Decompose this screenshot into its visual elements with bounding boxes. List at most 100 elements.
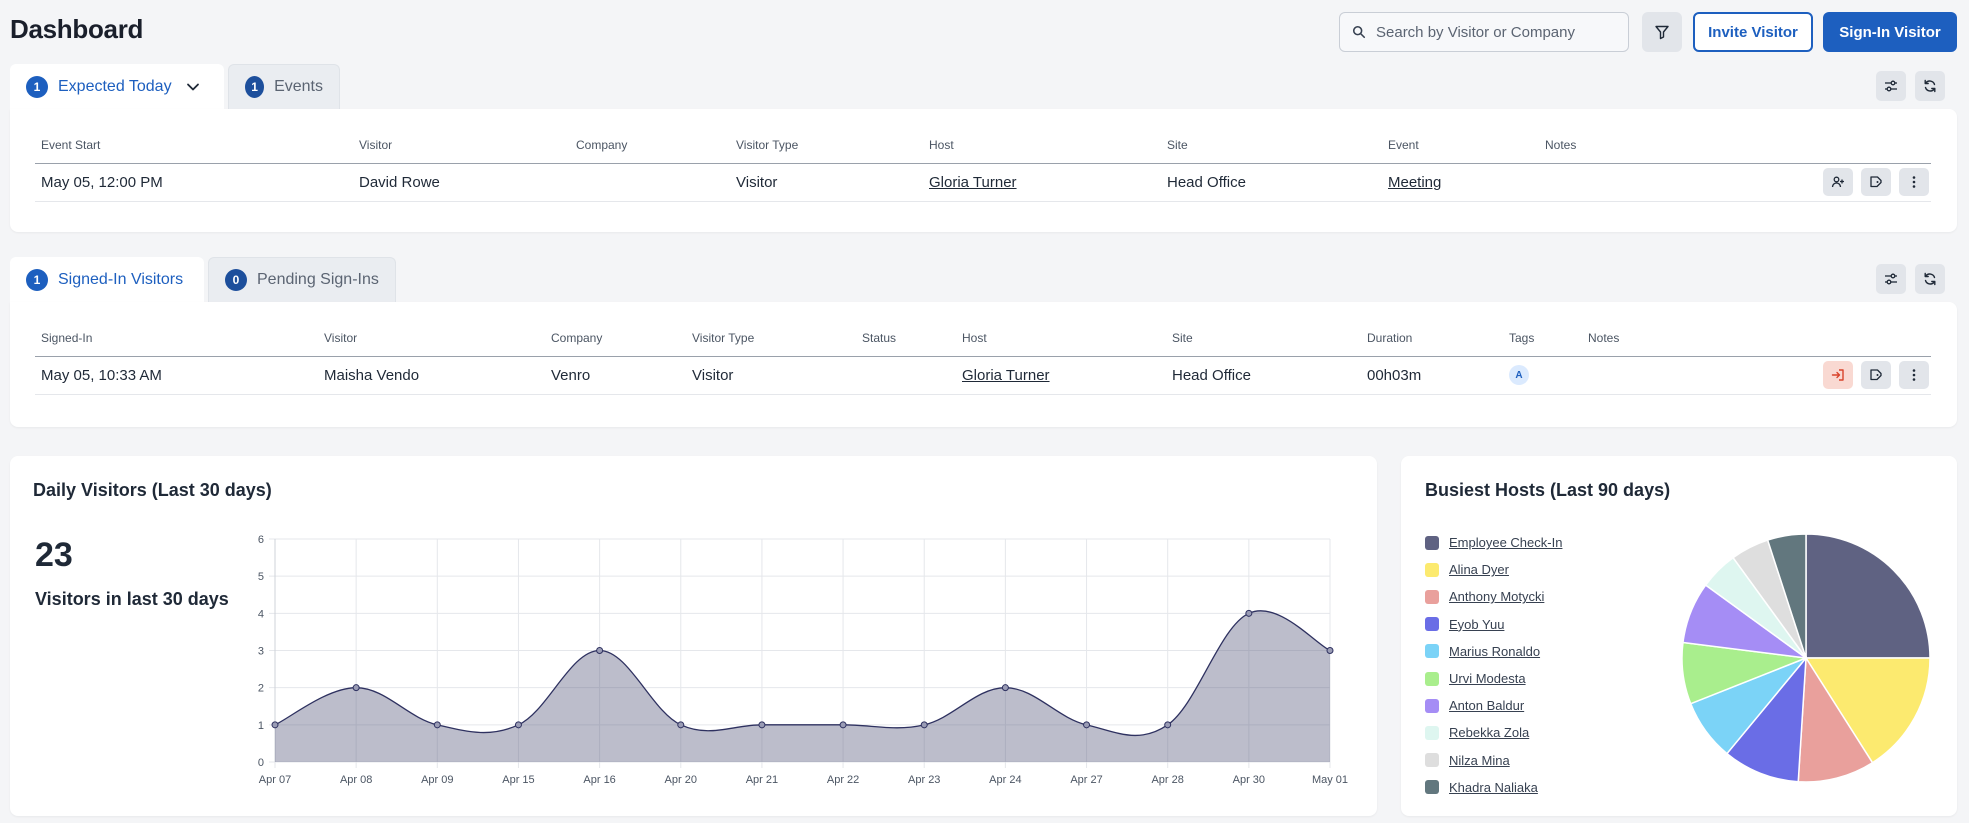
tab-expected-today[interactable]: 1 Expected Today bbox=[10, 64, 224, 109]
table-row[interactable]: May 05, 10:33 AM Maisha Vendo Venro Visi… bbox=[35, 356, 1931, 395]
notes-cell bbox=[1539, 163, 1739, 202]
more-options-button[interactable] bbox=[1899, 361, 1929, 389]
tab-events[interactable]: 1 Events bbox=[228, 64, 340, 109]
x-tick-label: Apr 23 bbox=[908, 774, 940, 786]
legend-item[interactable]: Employee Check-In bbox=[1425, 529, 1562, 556]
search-input[interactable] bbox=[1376, 23, 1616, 41]
pie-slice bbox=[1725, 655, 1807, 783]
filter-button[interactable] bbox=[1642, 12, 1682, 52]
legend-item[interactable]: Nilza Mina bbox=[1425, 747, 1562, 774]
column-header[interactable]: Company bbox=[570, 127, 730, 164]
top-bar: Dashboard Invite Visitor Sign-In Visitor bbox=[0, 0, 1969, 64]
column-header[interactable]: Visitor Type bbox=[730, 127, 923, 164]
legend-label[interactable]: Employee Check-In bbox=[1449, 535, 1563, 551]
tag-badge[interactable]: A bbox=[1509, 365, 1529, 386]
expected-panel: 1 Expected Today 1 Events Event Start Vi… bbox=[10, 64, 1957, 232]
search-box[interactable] bbox=[1339, 12, 1629, 52]
signed-in-table: Signed-In Visitor Company Visitor Type S… bbox=[35, 320, 1931, 395]
legend-item[interactable]: Urvi Modesta bbox=[1425, 665, 1562, 692]
legend-label[interactable]: Anthony Motycki bbox=[1449, 589, 1545, 605]
host-link[interactable]: Gloria Turner bbox=[962, 366, 1050, 384]
x-tick-label: Apr 24 bbox=[989, 774, 1021, 786]
refresh-button[interactable] bbox=[1915, 264, 1945, 294]
label-row-button[interactable] bbox=[1861, 361, 1891, 389]
company-cell bbox=[570, 163, 730, 202]
x-tick-label: Apr 20 bbox=[665, 774, 697, 786]
duration-cell: 00h03m bbox=[1361, 356, 1503, 395]
legend-item[interactable]: Khadra Naliaka bbox=[1425, 774, 1562, 801]
tab-label: Pending Sign-Ins bbox=[257, 271, 379, 288]
pie-slice bbox=[1766, 533, 1807, 659]
chevron-down-icon[interactable] bbox=[186, 80, 200, 94]
column-header[interactable]: Notes bbox=[1582, 320, 1762, 357]
legend-label[interactable]: Alina Dyer bbox=[1449, 562, 1509, 578]
legend-label[interactable]: Urvi Modesta bbox=[1449, 671, 1526, 687]
legend-item[interactable]: Eyob Yuu bbox=[1425, 611, 1562, 638]
invite-visitor-button[interactable]: Invite Visitor bbox=[1693, 12, 1813, 52]
tag-icon bbox=[1870, 176, 1882, 188]
column-header[interactable]: Visitor Type bbox=[686, 320, 856, 357]
column-header[interactable]: Visitor bbox=[318, 320, 545, 357]
legend-swatch bbox=[1425, 698, 1439, 713]
legend-label[interactable]: Marius Ronaldo bbox=[1449, 643, 1541, 659]
column-header[interactable]: Notes bbox=[1539, 127, 1739, 164]
expected-count-badge: 1 bbox=[26, 75, 48, 98]
column-settings-button[interactable] bbox=[1876, 71, 1906, 101]
event-cell: Meeting bbox=[1382, 163, 1539, 202]
event-link[interactable]: Meeting bbox=[1388, 173, 1442, 191]
y-tick-label: 1 bbox=[258, 720, 264, 732]
column-header[interactable]: Status bbox=[856, 320, 956, 357]
daily-visitors-chart: 0 1 2 3 4 5 6 Apr 07 Apr 08 Apr 09 Apr 15 Apr 16 Apr… bbox=[258, 534, 1348, 786]
legend-item[interactable]: Anthony Motycki bbox=[1425, 583, 1562, 610]
host-link[interactable]: Gloria Turner bbox=[929, 173, 1017, 191]
column-header[interactable]: Site bbox=[1161, 127, 1382, 164]
refresh-button[interactable] bbox=[1915, 71, 1945, 101]
busiest-hosts-chart bbox=[1681, 533, 1931, 783]
status-cell bbox=[856, 356, 956, 395]
column-header[interactable]: Event bbox=[1382, 127, 1539, 164]
data-point bbox=[596, 647, 604, 654]
legend-item[interactable]: Anton Baldur bbox=[1425, 692, 1562, 719]
sign-in-visitor-row-button[interactable] bbox=[1823, 168, 1853, 196]
column-header[interactable]: Host bbox=[923, 127, 1161, 164]
sign-out-row-button[interactable] bbox=[1823, 361, 1853, 389]
legend-label[interactable]: Nilza Mina bbox=[1449, 752, 1510, 768]
data-point bbox=[677, 721, 685, 729]
column-header[interactable]: Company bbox=[545, 320, 686, 357]
refresh-icon bbox=[1924, 79, 1936, 93]
data-point bbox=[514, 721, 522, 729]
sign-in-visitor-button[interactable]: Sign-In Visitor bbox=[1823, 12, 1957, 52]
column-header[interactable]: Visitor bbox=[353, 127, 570, 164]
legend-label[interactable]: Rebekka Zola bbox=[1449, 725, 1530, 741]
data-point bbox=[839, 721, 847, 729]
column-header[interactable]: Host bbox=[956, 320, 1166, 357]
legend-label[interactable]: Anton Baldur bbox=[1449, 698, 1525, 714]
more-options-button[interactable] bbox=[1899, 168, 1929, 196]
pending-count-badge: 0 bbox=[225, 269, 247, 291]
busiest-hosts-card: Busiest Hosts (Last 90 days) Employee Ch… bbox=[1401, 456, 1957, 816]
tab-pending-sign-ins[interactable]: 0 Pending Sign-Ins bbox=[208, 257, 396, 302]
tab-label: Events bbox=[274, 78, 323, 95]
data-point bbox=[1245, 609, 1253, 617]
y-tick-label: 3 bbox=[258, 646, 264, 658]
expected-table-card: Event Start Visitor Company Visitor Type… bbox=[10, 109, 1957, 232]
column-header[interactable]: Event Start bbox=[35, 127, 353, 164]
legend-label[interactable]: Khadra Naliaka bbox=[1449, 779, 1538, 795]
x-tick-label: Apr 28 bbox=[1151, 774, 1183, 786]
legend-item[interactable]: Alina Dyer bbox=[1425, 556, 1562, 583]
tag-icon bbox=[1870, 369, 1882, 381]
signed-in-panel: 1 Signed-In Visitors 0 Pending Sign-Ins … bbox=[10, 257, 1957, 427]
column-header[interactable]: Duration bbox=[1361, 320, 1503, 357]
legend-label[interactable]: Eyob Yuu bbox=[1449, 616, 1505, 632]
column-settings-button[interactable] bbox=[1876, 264, 1906, 294]
label-row-button[interactable] bbox=[1861, 168, 1891, 196]
legend-item[interactable]: Marius Ronaldo bbox=[1425, 638, 1562, 665]
tab-signed-in-visitors[interactable]: 1 Signed-In Visitors bbox=[10, 257, 204, 302]
column-header[interactable]: Signed-In bbox=[35, 320, 318, 357]
column-header[interactable]: Site bbox=[1166, 320, 1361, 357]
company-cell: Venro bbox=[545, 356, 686, 395]
legend-swatch bbox=[1425, 753, 1439, 768]
legend-item[interactable]: Rebekka Zola bbox=[1425, 719, 1562, 746]
column-header[interactable]: Tags bbox=[1503, 320, 1582, 357]
table-row[interactable]: May 05, 12:00 PM David Rowe Visitor Glor… bbox=[35, 163, 1931, 202]
